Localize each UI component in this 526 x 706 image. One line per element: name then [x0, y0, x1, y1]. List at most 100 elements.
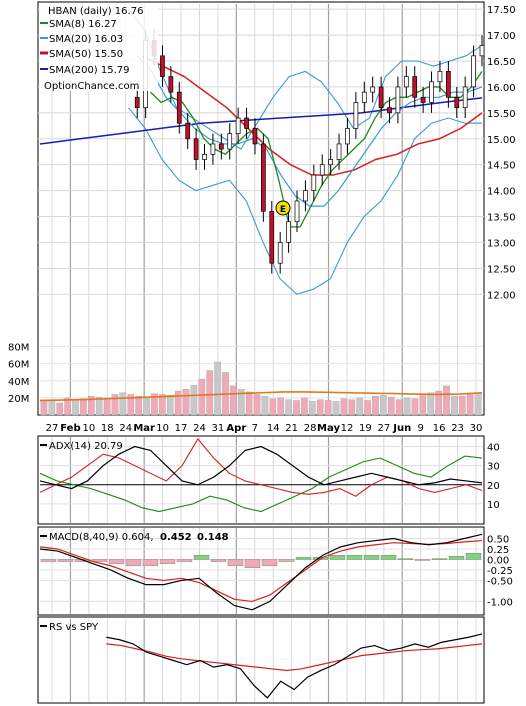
x-tick-18: 27 — [377, 423, 390, 434]
volume-bar — [372, 396, 379, 416]
macd-histogram-bar — [176, 559, 193, 562]
volume-bar — [277, 397, 285, 416]
candle-body — [462, 86, 468, 109]
x-tick-19: Jun — [392, 423, 411, 434]
candle-body — [361, 91, 367, 103]
candle-body — [454, 96, 460, 109]
volume-bar — [466, 394, 474, 416]
minus-di-line — [39, 437, 483, 497]
vol-y-tick-0: 80M — [8, 343, 29, 354]
macd-line — [39, 533, 483, 611]
adx-y-tick-1: 30 — [487, 462, 500, 473]
chart-title: HBAN (daily) 16.76 — [48, 6, 143, 17]
volume-bar — [103, 397, 111, 416]
volume-bar — [332, 401, 340, 416]
candle-body — [446, 71, 451, 98]
candle-body — [176, 91, 182, 124]
macd-histogram-bar — [142, 559, 159, 566]
x-tick-20: 9 — [418, 423, 424, 434]
price-y-tick-9: 13.00 — [487, 238, 516, 249]
macd-histogram-bar — [414, 559, 431, 561]
candle-body — [185, 122, 191, 140]
volume-bar — [72, 399, 79, 416]
candle-body — [412, 76, 418, 98]
macd-histogram-bar — [210, 559, 227, 562]
watermark: OptionChance.com — [44, 81, 139, 92]
volume-bar — [214, 361, 221, 416]
candle-body — [303, 190, 308, 202]
volume-bar — [143, 397, 150, 416]
candle-body — [336, 143, 342, 160]
x-tick-14: 28 — [304, 423, 317, 434]
volume-bar — [261, 396, 269, 416]
rs-line — [106, 633, 483, 699]
candle-body — [370, 86, 376, 93]
volume-bar — [119, 392, 127, 416]
volume-bar — [198, 378, 206, 416]
candle-body — [210, 143, 216, 155]
volume-bar — [190, 384, 198, 416]
volume-bar — [419, 394, 427, 416]
macd-histogram-bar — [431, 558, 448, 560]
volume-bar — [443, 385, 450, 416]
volume-bar — [435, 390, 442, 416]
macd-histogram-bar — [125, 559, 142, 566]
candle-body — [378, 86, 384, 109]
macd-y-tick-0: 0.50 — [487, 534, 509, 545]
macd-y-tick-4: -0.50 — [487, 576, 513, 587]
macd-signal-line — [39, 539, 483, 603]
rs-legend: RS vs SPY — [40, 622, 99, 633]
x-tick-6: 10 — [156, 423, 169, 434]
candle-body — [202, 153, 207, 160]
x-tick-12: 14 — [267, 423, 280, 434]
price-y-tick-11: 12.00 — [487, 290, 516, 301]
volume-bars — [39, 361, 483, 416]
candle-body — [311, 174, 317, 191]
candle-body — [261, 143, 266, 212]
candle-body — [395, 86, 401, 114]
macd-histogram-bar — [244, 559, 261, 569]
price-y-tick-3: 16.00 — [487, 83, 516, 94]
volume-bar — [348, 399, 356, 416]
macd-histogram-bar — [278, 559, 295, 562]
x-tick-5: Mar — [133, 423, 155, 434]
price-y-tick-5: 15.00 — [487, 135, 516, 146]
volume-bar — [253, 394, 261, 416]
candle-body — [471, 55, 476, 88]
macd-y-tick-2: 0.00 — [487, 555, 509, 566]
macd-histogram-bar — [465, 553, 482, 560]
legend-sma20: SMA(20) 16.03 — [49, 34, 123, 45]
macd-title: MACD(8,40,9) 0.604, — [49, 532, 154, 543]
macd-y-tick-3: -0.25 — [487, 566, 513, 577]
hist-value: 0.148 — [197, 532, 229, 543]
macd-histogram-bar — [91, 559, 108, 562]
earnings-marker: E — [275, 200, 291, 216]
macd-histogram-bar — [329, 555, 346, 560]
candle-body — [387, 107, 392, 114]
x-tick-22: 23 — [451, 423, 464, 434]
x-tick-0: 27 — [46, 423, 59, 434]
volume-bar — [95, 396, 103, 416]
vol-y-tick-1: 60M — [8, 360, 29, 371]
macd-histogram-bar — [380, 555, 397, 560]
candle-body — [160, 55, 165, 77]
plus-di-line — [39, 455, 483, 513]
candle-body — [193, 138, 199, 160]
candle-body — [479, 45, 485, 57]
candle-body — [252, 128, 258, 145]
macd-histogram-bar — [108, 559, 125, 564]
volume-bar — [64, 397, 71, 416]
x-tick-7: 17 — [175, 423, 188, 434]
volume-bar — [364, 400, 371, 416]
volume-bar — [111, 394, 119, 416]
volume-bar — [245, 391, 253, 416]
macd-histogram-bar — [261, 559, 278, 566]
volume-bar — [151, 393, 158, 416]
x-tick-1: Feb — [60, 423, 80, 434]
candle-body — [244, 117, 249, 129]
candle-body — [345, 128, 350, 145]
candle-body — [328, 159, 333, 166]
volume-bar — [411, 398, 419, 416]
volume-bar — [40, 401, 48, 416]
